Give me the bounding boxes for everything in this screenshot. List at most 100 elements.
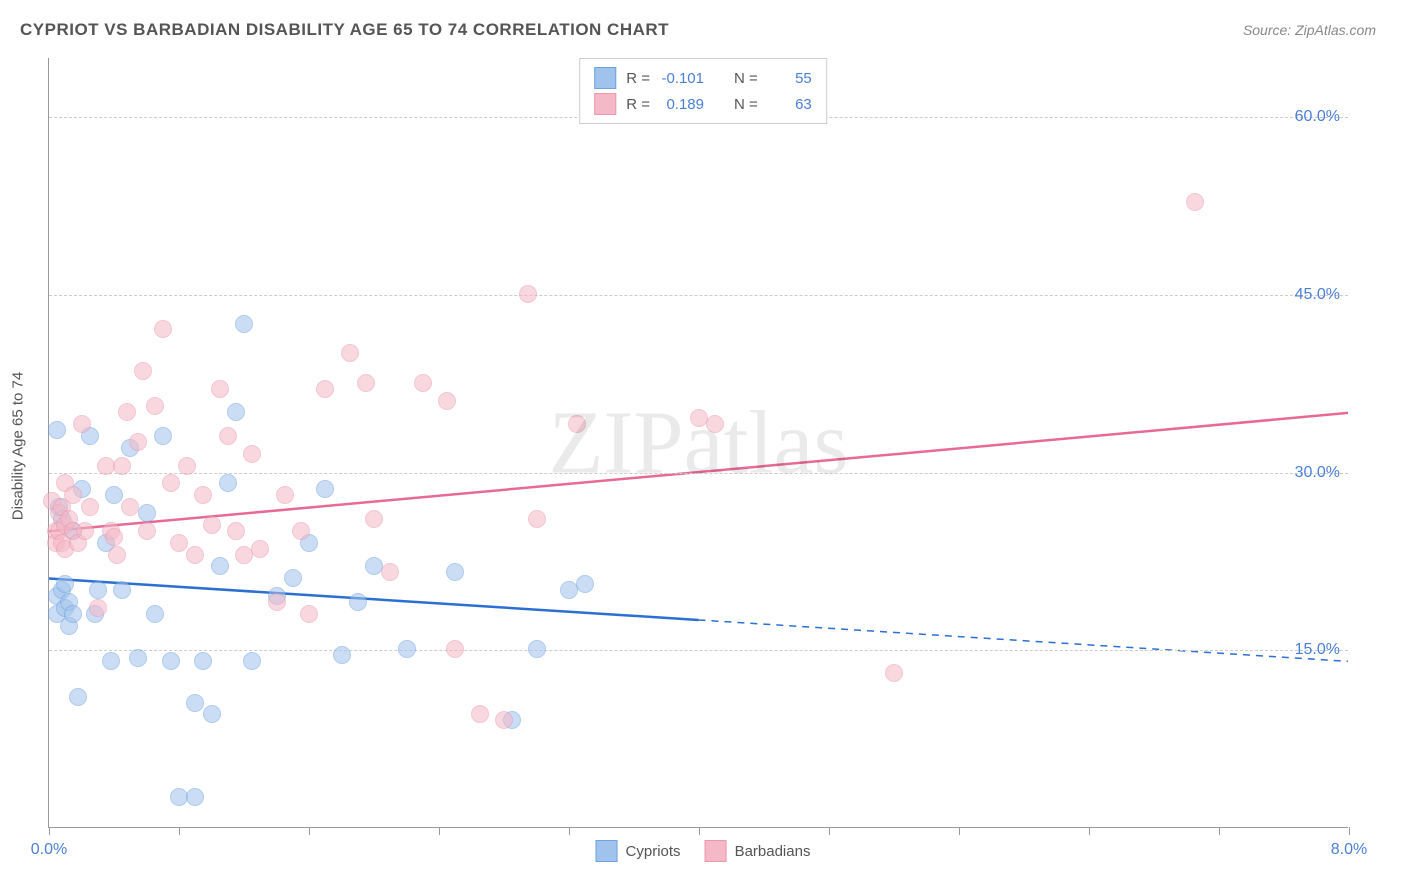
scatter-point [1186, 193, 1204, 211]
scatter-point [108, 546, 126, 564]
scatter-point [162, 652, 180, 670]
scatter-point [276, 486, 294, 504]
scatter-point [186, 546, 204, 564]
source-attribution: Source: ZipAtlas.com [1243, 22, 1376, 38]
ytick-label: 15.0% [1295, 641, 1340, 659]
legend-label-cypriots: Cypriots [626, 843, 681, 860]
legend-swatch-barbadians [594, 93, 616, 115]
scatter-point [706, 415, 724, 433]
xtick-label-right: 8.0% [1331, 841, 1367, 859]
scatter-point [121, 498, 139, 516]
chart-title: CYPRIOT VS BARBADIAN DISABILITY AGE 65 T… [20, 20, 669, 40]
scatter-point [129, 433, 147, 451]
scatter-point [219, 427, 237, 445]
legend-item-barbadians: Barbadians [705, 840, 811, 862]
scatter-point [64, 605, 82, 623]
scatter-point [219, 474, 237, 492]
legend-row-barbadians: R = 0.189 N = 63 [594, 91, 812, 117]
scatter-point [146, 605, 164, 623]
scatter-point [154, 427, 172, 445]
xtick [439, 827, 440, 835]
watermark-bold: ZIP [549, 393, 684, 492]
scatter-point [471, 705, 489, 723]
scatter-point [398, 640, 416, 658]
scatter-point [495, 711, 513, 729]
scatter-point [113, 457, 131, 475]
trend-lines-svg [49, 58, 1348, 827]
ytick-label: 30.0% [1295, 464, 1340, 482]
n-label: N = [734, 70, 758, 87]
watermark-light: atlas [684, 393, 849, 492]
chart-container: CYPRIOT VS BARBADIAN DISABILITY AGE 65 T… [0, 0, 1406, 892]
scatter-point [162, 474, 180, 492]
scatter-point [154, 320, 172, 338]
series-legend: Cypriots Barbadians [596, 840, 811, 862]
ytick-label: 45.0% [1295, 286, 1340, 304]
gridline [49, 295, 1348, 296]
scatter-point [211, 380, 229, 398]
scatter-point [89, 581, 107, 599]
scatter-point [438, 392, 456, 410]
scatter-point [64, 486, 82, 504]
scatter-point [146, 397, 164, 415]
scatter-point [194, 486, 212, 504]
scatter-point [105, 528, 123, 546]
scatter-point [414, 374, 432, 392]
n-value-barbadians: 63 [768, 96, 812, 113]
scatter-point [138, 522, 156, 540]
scatter-point [105, 486, 123, 504]
scatter-point [381, 563, 399, 581]
scatter-point [118, 403, 136, 421]
legend-item-cypriots: Cypriots [596, 840, 681, 862]
scatter-point [56, 575, 74, 593]
scatter-point [519, 285, 537, 303]
scatter-point [885, 664, 903, 682]
xtick [309, 827, 310, 835]
scatter-point [268, 593, 286, 611]
scatter-point [341, 344, 359, 362]
r-label: R = [626, 96, 650, 113]
scatter-point [316, 480, 334, 498]
scatter-point [89, 599, 107, 617]
legend-row-cypriots: R = -0.101 N = 55 [594, 65, 812, 91]
xtick [959, 827, 960, 835]
xtick [1349, 827, 1350, 835]
scatter-point [243, 445, 261, 463]
scatter-point [300, 605, 318, 623]
scatter-point [227, 403, 245, 421]
scatter-point [170, 534, 188, 552]
scatter-point [178, 457, 196, 475]
scatter-point [134, 362, 152, 380]
legend-swatch-cypriots-icon [596, 840, 618, 862]
scatter-point [69, 688, 87, 706]
scatter-point [113, 581, 131, 599]
r-label: R = [626, 70, 650, 87]
legend-label-barbadians: Barbadians [735, 843, 811, 860]
scatter-point [243, 652, 261, 670]
scatter-point [81, 498, 99, 516]
scatter-point [138, 504, 156, 522]
scatter-point [203, 516, 221, 534]
xtick [179, 827, 180, 835]
watermark: ZIPatlas [549, 391, 849, 494]
scatter-point [446, 563, 464, 581]
scatter-point [284, 569, 302, 587]
xtick [1089, 827, 1090, 835]
plot-area: ZIPatlas 15.0%30.0%45.0%60.0%0.0%8.0% [48, 58, 1348, 828]
scatter-point [292, 522, 310, 540]
scatter-point [186, 694, 204, 712]
correlation-legend: R = -0.101 N = 55 R = 0.189 N = 63 [579, 58, 827, 124]
scatter-point [73, 415, 91, 433]
xtick-label-left: 0.0% [31, 841, 67, 859]
ytick-label: 60.0% [1295, 108, 1340, 126]
r-value-cypriots: -0.101 [660, 70, 704, 87]
scatter-point [528, 510, 546, 528]
scatter-point [251, 540, 269, 558]
scatter-point [576, 575, 594, 593]
n-label: N = [734, 96, 758, 113]
source-value: ZipAtlas.com [1295, 22, 1376, 38]
scatter-point [203, 705, 221, 723]
scatter-point [102, 652, 120, 670]
scatter-point [528, 640, 546, 658]
scatter-point [316, 380, 334, 398]
